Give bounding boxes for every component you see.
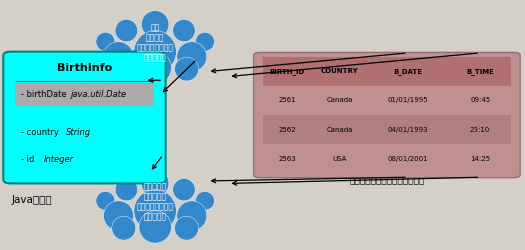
Text: フィールド
・トランス
フォーメーション
・メソッド: フィールド ・トランス フォーメーション ・メソッド bbox=[136, 182, 174, 222]
Text: B_DATE: B_DATE bbox=[393, 68, 423, 75]
Ellipse shape bbox=[195, 192, 214, 210]
Text: Javaクラス: Javaクラス bbox=[11, 194, 52, 204]
Ellipse shape bbox=[112, 216, 135, 240]
Text: 2562: 2562 bbox=[279, 127, 296, 133]
Text: COUNTRY: COUNTRY bbox=[321, 68, 359, 74]
Text: USA: USA bbox=[332, 156, 347, 162]
Text: String: String bbox=[66, 128, 91, 138]
Text: 01/01/1995: 01/01/1995 bbox=[387, 98, 428, 103]
Ellipse shape bbox=[141, 170, 169, 197]
Ellipse shape bbox=[115, 178, 138, 201]
Ellipse shape bbox=[141, 11, 169, 38]
Ellipse shape bbox=[103, 42, 133, 72]
FancyBboxPatch shape bbox=[262, 86, 511, 115]
Text: リレーショナル・データベース: リレーショナル・データベース bbox=[349, 176, 425, 185]
FancyBboxPatch shape bbox=[262, 57, 511, 86]
Text: 14:25: 14:25 bbox=[470, 156, 490, 162]
Text: Canada: Canada bbox=[327, 98, 353, 103]
Ellipse shape bbox=[134, 190, 176, 232]
Ellipse shape bbox=[134, 30, 176, 73]
Ellipse shape bbox=[96, 192, 115, 210]
Ellipse shape bbox=[175, 57, 198, 81]
Ellipse shape bbox=[115, 19, 138, 42]
Text: 09:45: 09:45 bbox=[470, 98, 490, 103]
Text: BIRTH_ID: BIRTH_ID bbox=[270, 68, 305, 75]
Ellipse shape bbox=[139, 52, 171, 84]
Text: 2563: 2563 bbox=[278, 156, 296, 162]
Text: 08/01/2001: 08/01/2001 bbox=[387, 156, 428, 162]
Ellipse shape bbox=[139, 211, 171, 243]
Text: B_TIME: B_TIME bbox=[466, 68, 494, 75]
Ellipse shape bbox=[112, 57, 135, 81]
Ellipse shape bbox=[177, 42, 207, 72]
FancyBboxPatch shape bbox=[3, 52, 165, 184]
FancyBboxPatch shape bbox=[262, 144, 511, 174]
Ellipse shape bbox=[103, 201, 133, 231]
Text: 04/01/1993: 04/01/1993 bbox=[387, 127, 428, 133]
Text: - country: - country bbox=[20, 128, 61, 138]
Text: - birthDate: - birthDate bbox=[20, 90, 69, 99]
Text: BirthInfo: BirthInfo bbox=[57, 64, 112, 74]
Ellipse shape bbox=[175, 216, 198, 240]
Text: 2561: 2561 bbox=[278, 98, 296, 103]
Text: Integer: Integer bbox=[44, 154, 74, 164]
Text: 23:10: 23:10 bbox=[470, 127, 490, 133]
Ellipse shape bbox=[177, 201, 207, 231]
FancyBboxPatch shape bbox=[262, 115, 511, 144]
Ellipse shape bbox=[173, 178, 195, 201]
Ellipse shape bbox=[173, 19, 195, 42]
FancyBboxPatch shape bbox=[15, 83, 154, 106]
Text: - id: - id bbox=[20, 154, 37, 164]
Ellipse shape bbox=[195, 32, 214, 51]
Text: java.util.Date: java.util.Date bbox=[71, 90, 128, 99]
Ellipse shape bbox=[96, 32, 115, 51]
Text: Canada: Canada bbox=[327, 127, 353, 133]
FancyBboxPatch shape bbox=[254, 52, 520, 178]
Text: 属性
トランス
フォーメーション
・メソッド: 属性 トランス フォーメーション ・メソッド bbox=[136, 24, 174, 62]
